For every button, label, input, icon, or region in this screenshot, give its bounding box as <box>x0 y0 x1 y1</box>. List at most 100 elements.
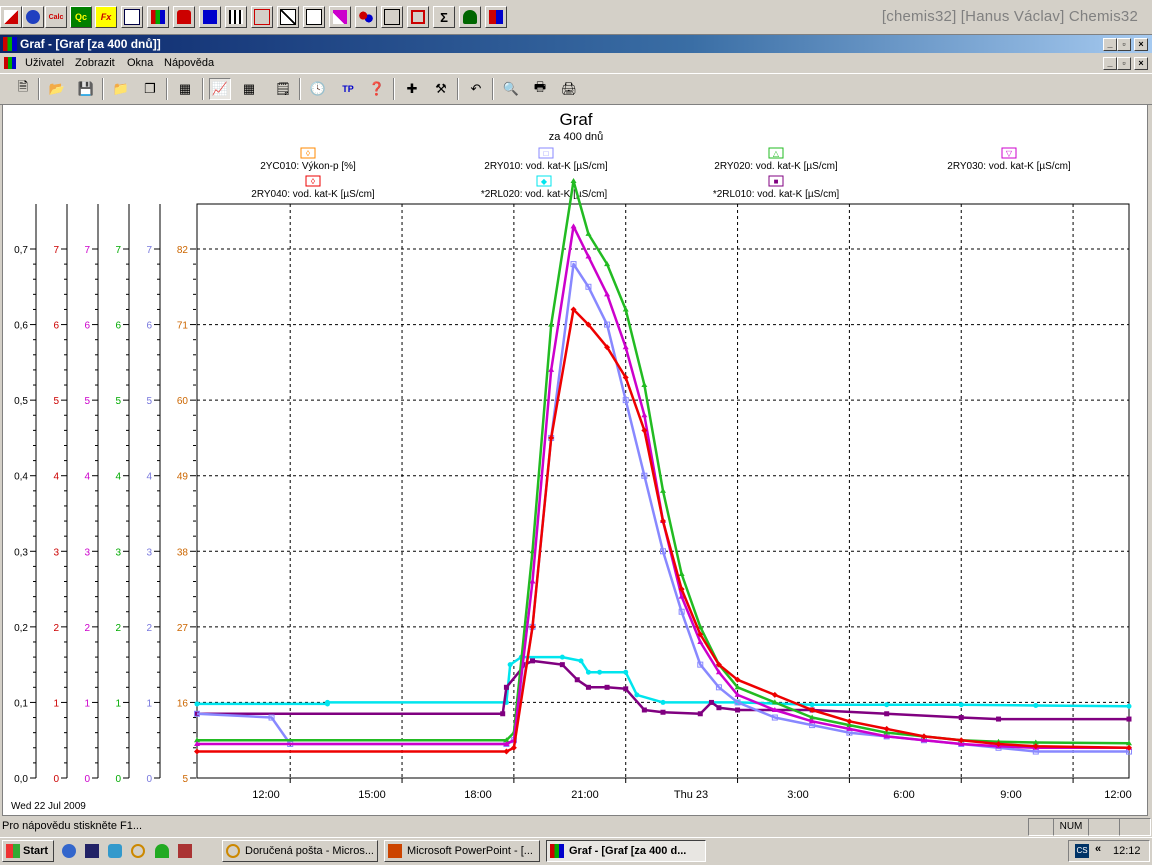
series-marker <box>268 714 275 721</box>
series-line <box>197 179 1130 745</box>
print-icon[interactable]: 🖶 <box>533 79 547 94</box>
graf-icon <box>550 844 564 858</box>
table-icon[interactable] <box>199 6 221 28</box>
tp-tc-icon[interactable]: TP <box>342 84 354 94</box>
series-marker <box>809 706 816 713</box>
menu-user[interactable]: Uživatel <box>25 57 65 69</box>
series-marker <box>585 230 592 236</box>
menu-view[interactable]: Zobrazit <box>75 57 115 69</box>
minimize-button[interactable]: _ <box>1103 38 1117 51</box>
series-marker <box>604 684 610 690</box>
eraser-icon[interactable] <box>329 6 351 28</box>
series-marker <box>503 684 509 690</box>
edit-icon[interactable] <box>277 6 299 28</box>
system-tray: CS « 12:12 <box>1068 840 1150 862</box>
layout-icon[interactable] <box>381 6 403 28</box>
open-folder-icon[interactable]: 📂 <box>48 81 66 96</box>
graph-window-icon[interactable] <box>3 37 17 51</box>
y-tick-label: 4 <box>115 472 121 483</box>
add-series-icon[interactable]: ✚ <box>406 81 418 96</box>
sum-icon[interactable]: Σ <box>433 6 455 28</box>
fx-icon[interactable]: Fx <box>95 6 117 28</box>
series-marker <box>1126 716 1132 722</box>
calc-icon[interactable]: Calc <box>45 6 67 28</box>
y-tick-label: 5 <box>146 396 152 407</box>
palette-icon[interactable] <box>485 6 507 28</box>
child-window-icon[interactable] <box>4 57 16 69</box>
lab-icon[interactable] <box>251 6 273 28</box>
ie-icon[interactable] <box>62 844 76 858</box>
grid-icon[interactable] <box>225 6 247 28</box>
y-tick-label: 71 <box>177 321 189 332</box>
series-line <box>197 225 1129 750</box>
chart-3d-icon[interactable] <box>147 6 169 28</box>
series-marker <box>641 412 648 418</box>
app-icon[interactable] <box>0 6 22 28</box>
save-icon[interactable]: 💾 <box>77 81 95 96</box>
note-icon[interactable]: 🗒 <box>274 81 292 96</box>
child-restore-button[interactable]: ▫ <box>1117 57 1131 70</box>
task-outlook[interactable]: Doručená pošta - Micros... <box>222 840 378 862</box>
windows-icon[interactable]: ❐ <box>144 81 156 96</box>
series-marker <box>995 740 1002 747</box>
help-chart-icon[interactable]: ❓ <box>368 81 386 96</box>
legend-marker: △ <box>773 149 780 158</box>
child-minimize-button[interactable]: _ <box>1103 57 1117 70</box>
tree-icon[interactable] <box>155 844 169 858</box>
plot-frame <box>196 203 1130 779</box>
flask-icon[interactable] <box>459 6 481 28</box>
task-graf[interactable]: Graf - [Graf [za 400 d... <box>546 840 706 862</box>
undo-icon[interactable]: ↶ <box>470 81 482 96</box>
series-marker <box>1032 739 1039 745</box>
series-marker <box>570 177 577 183</box>
series-marker <box>597 669 603 675</box>
series-marker <box>660 548 666 555</box>
legend-label: 2RY030: vod. kat-K [µS/cm] <box>947 161 1071 172</box>
windows-logo-icon <box>6 844 20 858</box>
line-chart-icon[interactable]: 📈 <box>209 78 231 100</box>
close-button[interactable]: × <box>1134 38 1148 51</box>
menu-windows[interactable]: Okna <box>127 57 154 69</box>
document-icon[interactable] <box>121 6 143 28</box>
print-preview-icon[interactable]: 🔍 <box>502 81 520 96</box>
series-marker <box>660 518 666 525</box>
tools-icon[interactable]: ⚒ <box>435 81 447 96</box>
restore-button[interactable]: ▫ <box>1117 38 1131 51</box>
toolbar-separator <box>202 78 204 100</box>
series-marker <box>503 740 510 746</box>
task-powerpoint[interactable]: Microsoft PowerPoint - [... <box>384 840 540 862</box>
stamp-icon[interactable] <box>173 6 195 28</box>
tray-expand-icon[interactable]: « <box>1095 843 1102 855</box>
tools-app-icon[interactable] <box>178 844 192 858</box>
chart-area[interactable]: Graf za 400 dnů ◊ 2YC010: Výkon-p [%] □ 2RY01… <box>2 104 1148 816</box>
copy-icon[interactable] <box>303 6 325 28</box>
series-marker <box>641 427 648 434</box>
table-export-icon[interactable]: ▦ <box>178 81 192 96</box>
target-icon[interactable] <box>407 6 429 28</box>
new-document-icon[interactable]: 🗎 <box>17 79 29 94</box>
series-marker <box>771 714 778 721</box>
series-marker <box>623 669 629 675</box>
series-marker <box>809 718 816 724</box>
series-marker <box>715 669 722 675</box>
menu-help[interactable]: Nápověda <box>164 57 215 69</box>
chart-svg: Graf za 400 dnů ◊ 2YC010: Výkon-p [%] □ 2RY01… <box>11 110 1132 812</box>
child-close-button[interactable]: × <box>1134 57 1148 70</box>
x-tick-label: 3:00 <box>787 789 808 801</box>
clock-app-icon[interactable] <box>131 844 145 858</box>
qc-icon[interactable]: Qc <box>70 6 92 28</box>
media-icon[interactable] <box>85 844 99 858</box>
atom-icon[interactable] <box>22 6 44 28</box>
molecule-icon[interactable] <box>355 6 377 28</box>
series-marker <box>678 608 685 615</box>
table-view-icon[interactable]: ▦ <box>242 81 256 96</box>
y-tick-label: 1 <box>115 698 121 709</box>
language-indicator[interactable]: CS <box>1075 844 1089 858</box>
print-setup-icon[interactable]: 🖨 <box>560 81 578 96</box>
x-tick-label: 12:00 <box>252 789 280 801</box>
explorer-icon[interactable] <box>108 844 122 858</box>
open-multiple-icon[interactable]: 📁 <box>112 81 130 96</box>
clock-icon[interactable]: 🕓 <box>309 81 327 96</box>
start-button[interactable]: Start <box>2 840 54 862</box>
series-marker <box>622 397 629 404</box>
